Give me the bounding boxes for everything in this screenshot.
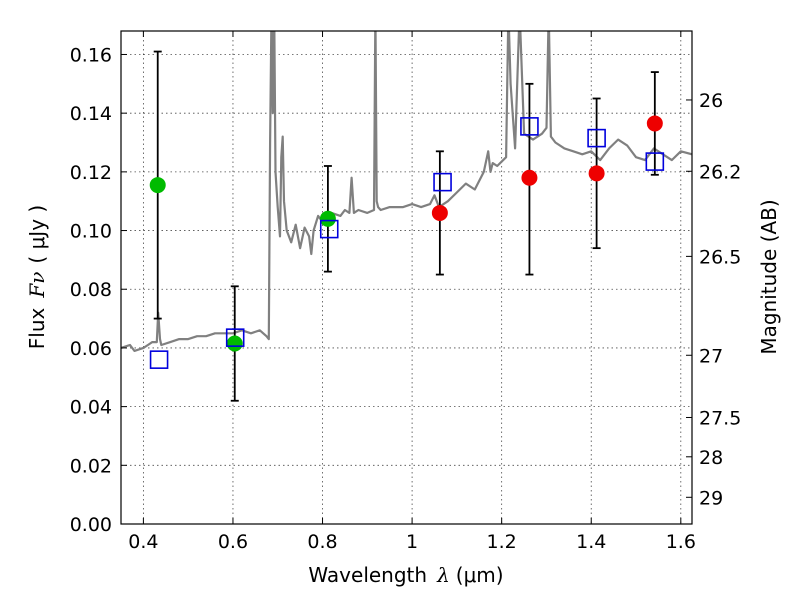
mag-tick-label: 26 (699, 90, 723, 112)
y-tick-label: 0.06 (70, 338, 112, 360)
data-point (226, 335, 243, 352)
y-tick-label: 0.08 (70, 279, 112, 301)
model-square (645, 152, 665, 171)
x-tick-label: 0.4 (128, 531, 158, 553)
x-tick-label: 1.2 (487, 531, 517, 553)
mag-tick-label: 26.2 (699, 161, 741, 183)
y-tick-label: 0.00 (70, 514, 112, 536)
x-tick-label: 1.6 (666, 531, 696, 553)
y-axis-label: FluxFν( μJy ) (25, 205, 49, 349)
mag-tick-label: 28 (699, 447, 723, 469)
x-axis-label: Wavelength λ (μm) (308, 563, 503, 587)
data-point (521, 169, 538, 186)
y-tick-label: 0.16 (70, 44, 112, 66)
model-square (520, 117, 539, 136)
x-tick-label: 1.4 (576, 531, 606, 553)
model-squares (149, 117, 665, 369)
model-square (587, 128, 606, 148)
model-square (319, 219, 339, 239)
data-point (646, 115, 663, 132)
mag-tick-label: 26.5 (699, 246, 741, 268)
spectrum-line (121, 31, 692, 352)
x-tick-label: 0.8 (307, 531, 337, 553)
data-point (588, 165, 605, 182)
data-point (149, 177, 166, 194)
data-point (431, 204, 448, 221)
mag-tick-label: 29 (699, 487, 723, 509)
y-tick-label: 0.14 (70, 103, 112, 125)
y-tick-label: 0.10 (70, 221, 112, 243)
spectrum-layer (121, 31, 692, 352)
grid-lines (121, 31, 692, 525)
axis-ticks: 0.4 0.6 0.8 1 1.2 1.4 1.6 0.00 0.02 0.04 0.06 0.08 0… (70, 31, 741, 553)
model-square (433, 172, 452, 192)
x-tick-label: 1 (406, 531, 418, 553)
mag-tick-label: 27.5 (699, 407, 741, 429)
data-point (319, 210, 336, 227)
x-tick-label: 0.6 (218, 531, 248, 553)
right-axis-label: Magnitude (AB) (757, 199, 781, 354)
mag-tick-label: 27 (699, 345, 723, 367)
y-tick-label: 0.02 (70, 455, 112, 477)
model-square (225, 328, 245, 347)
y-tick-label: 0.12 (70, 162, 112, 184)
model-square (149, 350, 169, 369)
y-tick-label: 0.04 (70, 397, 112, 419)
plot-frame (120, 30, 693, 525)
data-points (149, 115, 663, 352)
